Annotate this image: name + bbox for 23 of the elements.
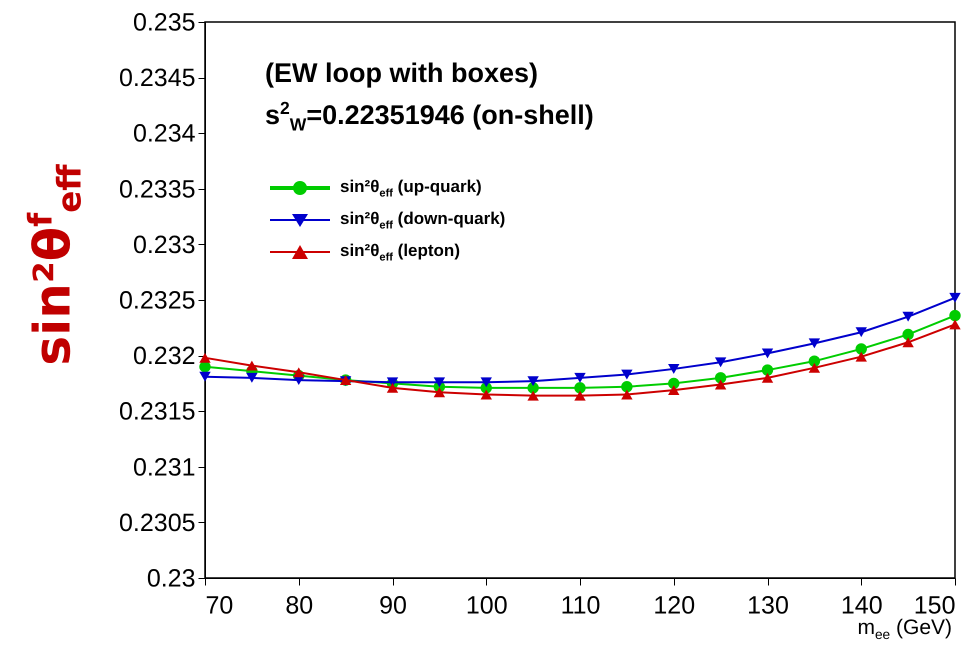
x-tick-label: 100 (466, 592, 508, 620)
legend-label: sin²θ$_{eff}$ (down-quark) (340, 208, 506, 232)
legend-label: sin²θ$_{eff}$ (up-quark) (340, 176, 482, 200)
x-tick-label: 120 (653, 592, 696, 620)
x-tick-label: 110 (560, 592, 600, 620)
y-tick-label: 0.234 (132, 120, 196, 148)
y-tick-label: 0.232 (132, 342, 196, 370)
text: s$^{2}$$_{W}$=0.22351946 (on-shell) (265, 98, 594, 136)
y-tick-label: 0.231 (132, 453, 196, 482)
text: (EW loop with boxes) (265, 58, 538, 89)
x-tick-label: 70 (206, 592, 234, 620)
y-tick-label: 0.235 (132, 8, 196, 36)
x-tick-label: 80 (285, 592, 314, 620)
x-tick-label: 90 (379, 592, 407, 620)
y-tick-label: 0.2305 (119, 508, 196, 537)
y-tick-label: 0.2335 (119, 175, 196, 204)
y-tick-label: 0.23 (146, 564, 196, 592)
y-tick-label: 0.233 (132, 230, 196, 259)
x-tick-label: 130 (747, 592, 789, 620)
y-tick-label: 0.2315 (119, 398, 196, 426)
legend-label: sin²θ$_{eff}$ (lepton) (340, 240, 460, 264)
y-tick-label: 0.2325 (119, 286, 196, 314)
y-tick-label: 0.2345 (119, 64, 196, 92)
